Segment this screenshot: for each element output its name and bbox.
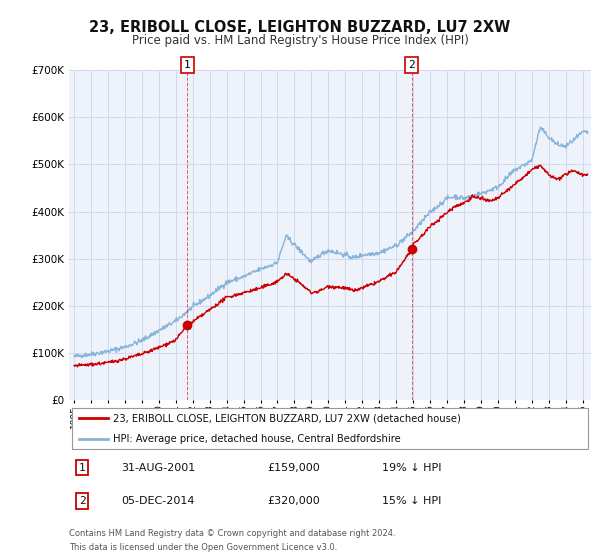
FancyBboxPatch shape (71, 408, 589, 449)
Text: Contains HM Land Registry data © Crown copyright and database right 2024.: Contains HM Land Registry data © Crown c… (69, 529, 395, 538)
Text: 05-DEC-2014: 05-DEC-2014 (121, 496, 194, 506)
Text: 1: 1 (184, 60, 190, 70)
Text: 19% ↓ HPI: 19% ↓ HPI (382, 463, 442, 473)
Text: £159,000: £159,000 (268, 463, 320, 473)
Text: £320,000: £320,000 (268, 496, 320, 506)
Text: HPI: Average price, detached house, Central Bedfordshire: HPI: Average price, detached house, Cent… (113, 433, 401, 444)
Text: 15% ↓ HPI: 15% ↓ HPI (382, 496, 442, 506)
Text: 1: 1 (79, 463, 85, 473)
Text: This data is licensed under the Open Government Licence v3.0.: This data is licensed under the Open Gov… (69, 543, 337, 552)
Text: 2: 2 (79, 496, 85, 506)
Text: 2: 2 (408, 60, 415, 70)
Text: 23, ERIBOLL CLOSE, LEIGHTON BUZZARD, LU7 2XW: 23, ERIBOLL CLOSE, LEIGHTON BUZZARD, LU7… (89, 20, 511, 35)
Text: 31-AUG-2001: 31-AUG-2001 (121, 463, 196, 473)
Text: 23, ERIBOLL CLOSE, LEIGHTON BUZZARD, LU7 2XW (detached house): 23, ERIBOLL CLOSE, LEIGHTON BUZZARD, LU7… (113, 413, 461, 423)
Text: Price paid vs. HM Land Registry's House Price Index (HPI): Price paid vs. HM Land Registry's House … (131, 34, 469, 46)
